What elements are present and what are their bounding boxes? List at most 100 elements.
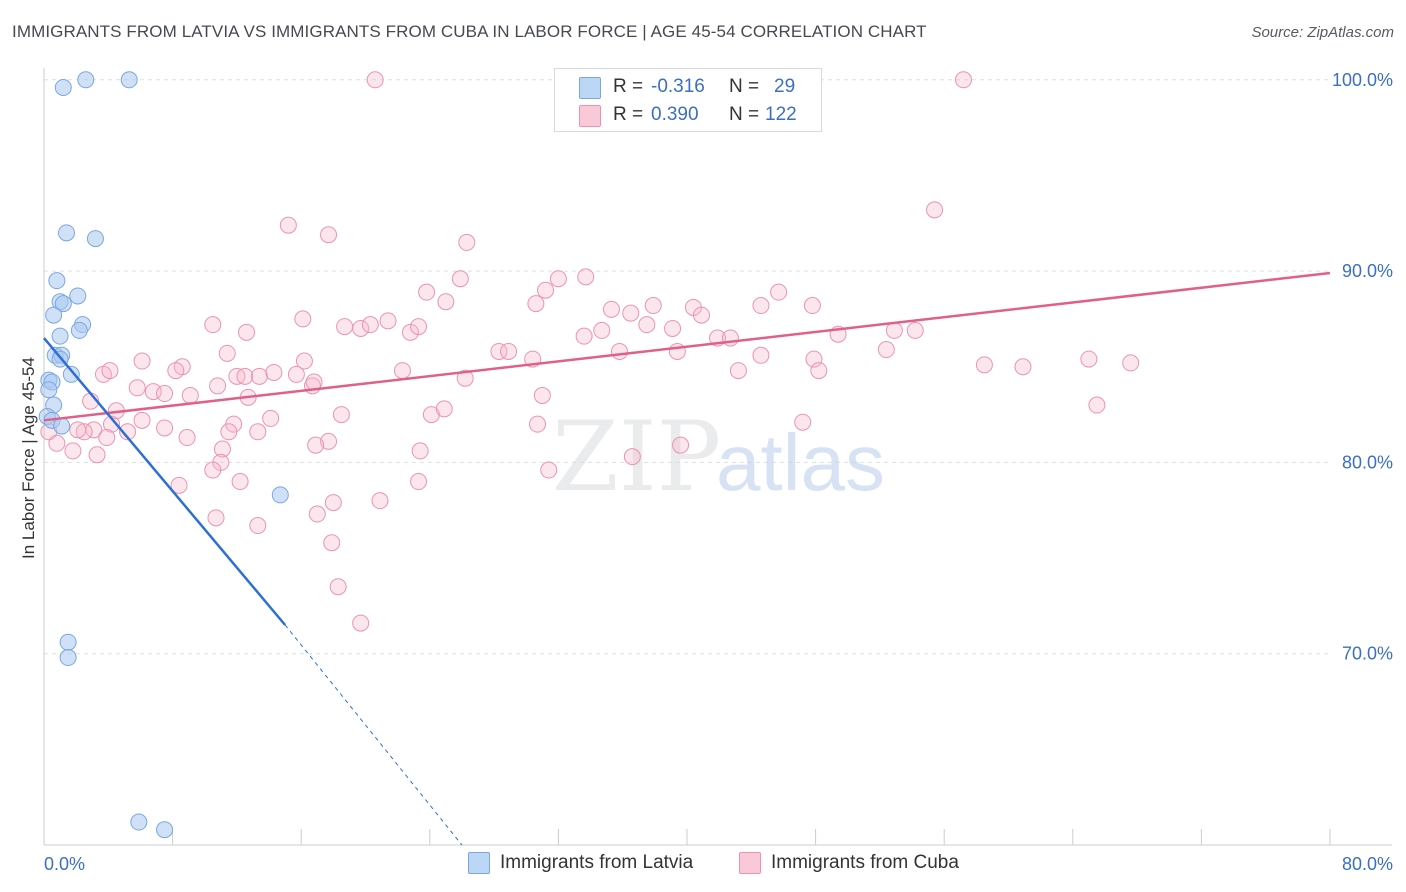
cuba-point xyxy=(926,201,944,219)
cuba-point xyxy=(638,316,656,334)
cuba-point xyxy=(411,442,429,460)
chart-title: IMMIGRANTS FROM LATVIA VS IMMIGRANTS FRO… xyxy=(12,22,927,41)
cuba-point xyxy=(410,473,428,491)
source-credit: Source: ZipAtlas.com xyxy=(1251,24,1394,41)
cuba-point xyxy=(119,423,137,441)
cuba-point xyxy=(133,352,151,370)
cuba-point xyxy=(204,461,222,479)
cuba-point xyxy=(236,367,254,385)
cuba-trend-line xyxy=(43,271,1331,422)
cuba-point xyxy=(435,400,453,418)
cuba-point xyxy=(218,344,236,362)
cuba-point xyxy=(1088,396,1106,414)
cuba-point xyxy=(540,461,558,479)
latvia-point xyxy=(69,287,87,305)
cuba-point xyxy=(128,379,146,397)
cuba-point xyxy=(294,310,312,328)
y-axis-label: In Labor Force | Age 45-54 xyxy=(19,357,38,559)
legend-n-label: N = xyxy=(729,104,760,125)
cuba-point xyxy=(810,362,828,380)
latvia-point xyxy=(59,649,77,667)
cuba-point xyxy=(729,362,747,380)
latvia-legend-label: Immigrants from Latvia xyxy=(500,852,694,873)
cuba-point xyxy=(752,297,770,315)
cuba-point xyxy=(231,473,249,491)
cuba-point xyxy=(204,316,222,334)
cuba-point xyxy=(181,386,199,404)
cuba-point xyxy=(379,312,397,330)
cuba-point xyxy=(238,323,256,341)
latvia-point xyxy=(58,224,76,242)
cuba-point xyxy=(451,270,469,288)
cuba-point xyxy=(295,352,313,370)
watermark-zip: ZIP xyxy=(552,401,721,513)
legend-r-label: R = xyxy=(613,76,644,97)
cuba-point xyxy=(170,476,188,494)
cuba-point xyxy=(975,356,993,374)
cuba-point xyxy=(88,446,106,464)
cuba-point xyxy=(250,367,268,385)
cuba-point xyxy=(329,578,347,596)
cuba-point xyxy=(324,494,342,512)
cuba-point xyxy=(794,413,812,431)
latvia-point xyxy=(40,381,58,399)
axes xyxy=(43,68,1392,846)
cuba-point xyxy=(262,409,280,427)
cuba-point xyxy=(529,415,547,433)
latvia-point xyxy=(59,633,77,651)
cuba-point xyxy=(437,293,455,311)
y-tick-label: 70.0% xyxy=(1342,644,1393,664)
cuba-point xyxy=(64,442,82,460)
latvia-point xyxy=(86,230,104,248)
latvia-point xyxy=(70,321,88,339)
cuba-point xyxy=(366,71,384,89)
watermark: ZIP atlas xyxy=(552,401,885,513)
cuba-point xyxy=(393,362,411,380)
cuba-point xyxy=(213,440,231,458)
cuba-point xyxy=(167,362,185,380)
cuba-legend-swatch xyxy=(739,852,761,874)
cuba-point xyxy=(156,419,174,437)
cuba-point xyxy=(575,327,593,345)
latvia-point xyxy=(51,327,69,345)
cuba-point xyxy=(721,329,739,347)
cuba-point xyxy=(644,297,662,315)
cuba-point xyxy=(1122,354,1140,372)
cuba-point xyxy=(308,505,326,523)
cuba-point xyxy=(103,415,121,433)
latvia-point xyxy=(54,295,72,313)
cuba-point xyxy=(456,369,474,387)
cuba-point xyxy=(954,71,972,89)
cuba-point xyxy=(332,406,350,424)
cuba-point xyxy=(1080,350,1098,368)
cuba-point xyxy=(549,270,567,288)
cuba-point xyxy=(623,448,641,466)
latvia-point xyxy=(53,417,71,435)
cuba-point xyxy=(287,365,305,383)
latvia-point xyxy=(77,71,95,89)
cuba-point xyxy=(803,297,821,315)
cuba-point xyxy=(249,517,267,535)
legend-n-value: 29 xyxy=(774,76,796,97)
cuba-point xyxy=(533,386,551,404)
latvia-legend-swatch xyxy=(468,852,490,874)
legend-r-value: 0.390 xyxy=(651,104,699,125)
cuba-point xyxy=(101,362,119,380)
cuba-point xyxy=(692,306,710,324)
cuba-point xyxy=(265,363,283,381)
correlation-legend: R = -0.316 N = 29 R = 0.390 N = 122 xyxy=(554,68,822,132)
y-tick-label: 80.0% xyxy=(1342,452,1393,472)
cuba-point xyxy=(178,429,196,447)
cuba-point xyxy=(249,423,267,441)
tick-labels: 70.0% 80.0% 90.0% 100.0% 0.0% 80.0% xyxy=(44,70,1393,874)
cuba-point xyxy=(209,377,227,395)
latvia-point xyxy=(48,272,66,290)
cuba-swatch xyxy=(579,105,601,127)
cuba-point xyxy=(133,411,151,429)
cuba-point xyxy=(490,342,508,360)
cuba-legend-label: Immigrants from Cuba xyxy=(771,852,959,873)
cuba-point xyxy=(610,342,628,360)
cuba-point xyxy=(207,509,225,527)
latvia-trend-extension xyxy=(284,624,463,846)
cuba-point xyxy=(352,614,370,632)
